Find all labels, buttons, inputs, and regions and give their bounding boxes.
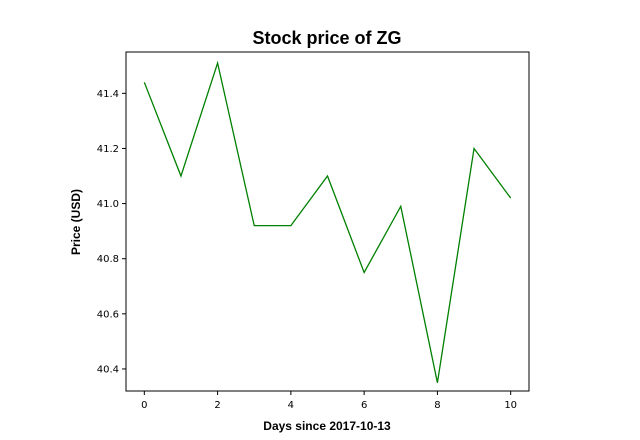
- x-tick-label: 8: [434, 400, 440, 411]
- x-tick-label: 10: [504, 400, 517, 411]
- x-axis: 0 2 4 6 8 10: [141, 391, 517, 411]
- y-tick-label: 41.0: [97, 199, 119, 210]
- x-tick-label: 4: [288, 400, 294, 411]
- y-tick-label: 40.6: [97, 309, 119, 320]
- y-tick-label: 40.8: [97, 254, 119, 265]
- x-tick-label: 6: [361, 400, 367, 411]
- plot-area-frame: [125, 51, 530, 392]
- y-axis: 40.4 40.6 40.8 41.0 41.2 41.4: [97, 89, 126, 375]
- x-axis-label: Days since 2017-10-13: [263, 419, 391, 433]
- series-layer: [143, 60, 512, 383]
- y-tick-label: 40.4: [97, 364, 119, 375]
- series-line-0: [143, 60, 512, 383]
- y-tick-label: 41.4: [97, 89, 119, 100]
- x-tick-label: 0: [141, 400, 147, 411]
- y-tick-label: 41.2: [97, 144, 119, 155]
- y-axis-label: Price (USD): [69, 189, 83, 255]
- x-tick-label: 2: [214, 400, 220, 411]
- chart-title: Stock price of ZG: [252, 28, 401, 48]
